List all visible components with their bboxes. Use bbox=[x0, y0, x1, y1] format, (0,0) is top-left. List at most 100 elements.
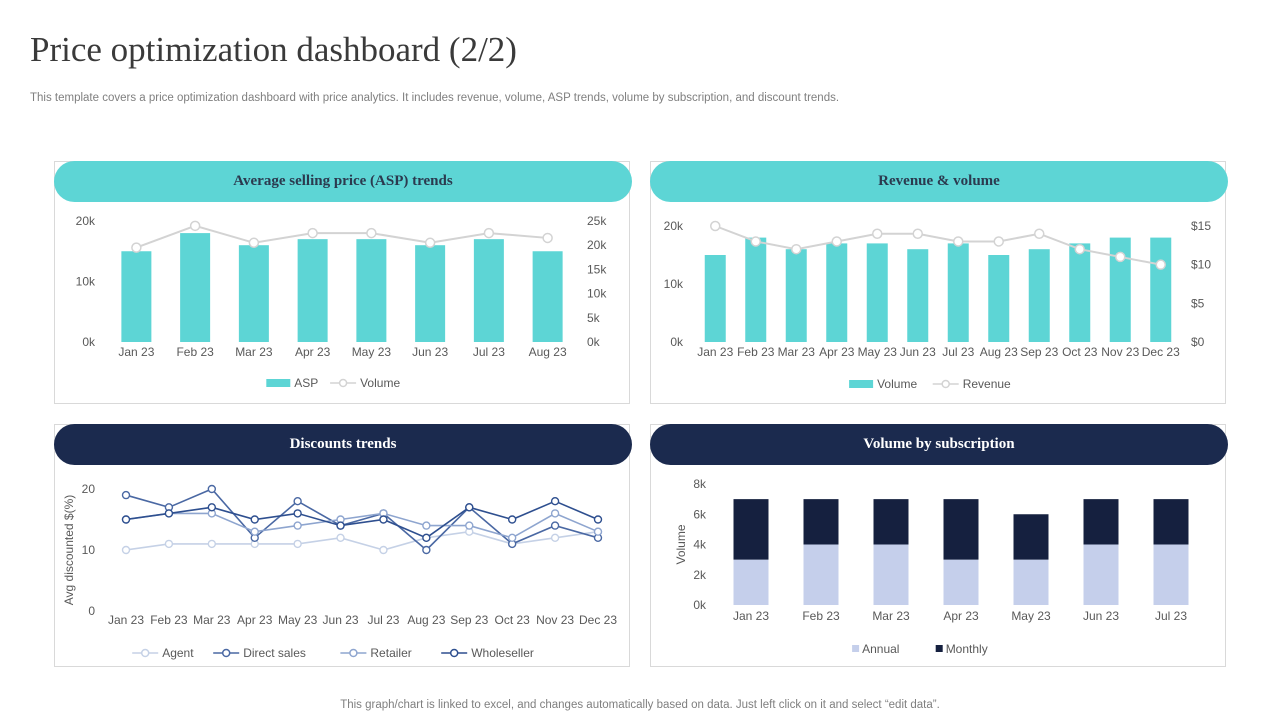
subscription-y-tick-left: 6k bbox=[693, 507, 707, 521]
revenue-volume-chart[interactable]: 0k 10k 20k $0 $5 $10 $15 Jan 23 Feb 23 Mar 23 Apr … bbox=[651, 204, 1225, 403]
discounts-x-tick-label: Feb 23 bbox=[150, 613, 188, 627]
revenue-bar bbox=[826, 243, 848, 342]
discounts-y-tick-left: 20 bbox=[82, 482, 96, 496]
revenue-point bbox=[1074, 243, 1085, 255]
volume-subscription-panel: Volume by subscription 0k 2k 4k 6k 8k Volume J… bbox=[650, 424, 1228, 667]
revenue-y-tick-right: $0 bbox=[1191, 335, 1205, 349]
revenue-y-tick-left: 0k bbox=[670, 335, 684, 349]
asp-bar bbox=[415, 245, 446, 342]
revenue-point bbox=[1034, 228, 1045, 239]
subscription-bar-annual bbox=[803, 544, 839, 605]
revenue-point bbox=[831, 236, 842, 247]
asp-x-tick-label: Apr 23 bbox=[295, 345, 331, 359]
asp-point bbox=[131, 242, 142, 253]
discounts-point-direct-sales bbox=[422, 545, 431, 555]
asp-point bbox=[366, 227, 377, 239]
revenue-volume-panel: Revenue & volume 0k 10k 20k $0 $5 $10 $15 Jan 2… bbox=[650, 161, 1228, 404]
revenue-volume-header: Revenue & volume bbox=[650, 161, 1228, 202]
asp-y-tick-left: 0k bbox=[82, 335, 96, 349]
asp-legend-asp-label: ASP bbox=[294, 376, 318, 390]
subscription-x-tick-label: Jan 23 bbox=[733, 609, 769, 623]
revenue-x-tick-label: May 23 bbox=[858, 345, 898, 359]
discounts-point-wholeseller bbox=[207, 503, 217, 512]
revenue-x-tick-label: Jul 23 bbox=[942, 345, 974, 359]
discounts-trends-chart[interactable]: 0 10 20 Avg discounted $(%) Jan 23 Feb 23 Mar … bbox=[55, 467, 629, 666]
discounts-legend-wholeseller-marker bbox=[449, 648, 459, 658]
subscription-bar-monthly bbox=[873, 499, 909, 545]
discounts-x-tick-label: Jun 23 bbox=[323, 613, 359, 627]
revenue-legend-volume-label: Volume bbox=[877, 377, 917, 391]
discounts-y-tick-left: 0 bbox=[88, 604, 95, 618]
asp-trends-panel: Average selling price (ASP) trends 0k 10k… bbox=[54, 161, 632, 404]
discounts-legend-retailer-marker bbox=[349, 648, 358, 658]
subscription-bar-annual bbox=[943, 559, 979, 605]
revenue-line-revenue bbox=[714, 225, 1161, 266]
revenue-legend-revenue-label: Revenue bbox=[963, 377, 1011, 391]
asp-x-tick-label: Jun 23 bbox=[412, 345, 448, 359]
discounts-point-wholeseller bbox=[593, 515, 603, 524]
asp-legend-volume-label: Volume bbox=[360, 376, 400, 390]
discounts-point-wholeseller bbox=[336, 521, 345, 530]
subscription-x-tick-label: Feb 23 bbox=[802, 609, 840, 623]
discounts-point-agent bbox=[550, 533, 560, 543]
asp-y-tick-right: 5k bbox=[587, 311, 601, 325]
discounts-trends-header: Discounts trends bbox=[54, 424, 632, 465]
discounts-point-wholeseller bbox=[507, 515, 517, 524]
discounts-point-wholeseller bbox=[250, 515, 259, 524]
revenue-x-tick-label: Jun 23 bbox=[900, 345, 936, 359]
discounts-y-axis-label: Avg discounted $(%) bbox=[62, 495, 76, 606]
revenue-x-tick-label: Sep 23 bbox=[1020, 345, 1058, 359]
volume-subscription-chart[interactable]: 0k 2k 4k 6k 8k Volume Jan 23 Feb 23 Mar 23 Apr 23… bbox=[651, 467, 1225, 666]
discounts-point-wholeseller bbox=[121, 515, 131, 524]
revenue-bar bbox=[866, 243, 888, 342]
revenue-point bbox=[791, 243, 802, 255]
discounts-x-tick-label: Aug 23 bbox=[407, 613, 445, 627]
revenue-y-tick-left: 10k bbox=[664, 277, 684, 291]
discounts-x-tick-label: Mar 23 bbox=[193, 613, 231, 627]
discounts-line-wholeseller bbox=[125, 500, 599, 539]
asp-x-tick-label: Aug 23 bbox=[529, 345, 567, 359]
discounts-point-direct-sales bbox=[121, 490, 131, 500]
revenue-x-tick-label: Nov 23 bbox=[1101, 345, 1139, 359]
discounts-legend-wholeseller-label: Wholeseller bbox=[471, 646, 534, 660]
discounts-point-wholeseller bbox=[293, 509, 302, 518]
discounts-point-agent bbox=[207, 539, 217, 549]
subscription-bar-monthly bbox=[1013, 514, 1049, 560]
asp-point bbox=[542, 232, 553, 244]
subscription-bar-annual bbox=[733, 559, 769, 605]
asp-point bbox=[189, 220, 201, 232]
discounts-y-tick-left: 10 bbox=[82, 543, 96, 557]
discounts-point-retailer bbox=[250, 527, 259, 536]
subscription-x-tick-label: May 23 bbox=[1011, 609, 1051, 623]
discounts-trends-panel: Discounts trends 0 10 20 Avg discounted $(%… bbox=[54, 424, 632, 667]
discounts-x-tick-label: Jan 23 bbox=[108, 613, 144, 627]
asp-bar bbox=[121, 251, 152, 342]
subscription-bar-annual bbox=[873, 544, 909, 605]
subscription-bar-monthly bbox=[733, 499, 769, 560]
discounts-x-tick-label: Sep 23 bbox=[450, 613, 488, 627]
discounts-point-direct-sales bbox=[293, 497, 302, 506]
asp-y-tick-right: 10k bbox=[587, 287, 607, 301]
revenue-x-tick-label: Jan 23 bbox=[697, 345, 733, 359]
discounts-point-agent bbox=[121, 545, 131, 555]
revenue-x-tick-label: Dec 23 bbox=[1142, 345, 1180, 359]
page-subtitle: This template covers a price optimizatio… bbox=[30, 92, 840, 104]
discounts-point-retailer bbox=[550, 509, 560, 518]
revenue-point bbox=[912, 228, 923, 239]
discounts-x-tick-label: Nov 23 bbox=[536, 613, 574, 627]
asp-legend-volume-marker bbox=[338, 378, 348, 388]
revenue-point bbox=[750, 236, 761, 247]
asp-trends-chart[interactable]: 0k 10k 20k 0k 5k 10k 15k 20k 25k Jan 23 Feb 23 Mar … bbox=[55, 204, 629, 403]
discounts-legend-agent-label: Agent bbox=[162, 646, 194, 660]
revenue-x-tick-label: Oct 23 bbox=[1062, 345, 1098, 359]
revenue-legend-revenue-marker bbox=[941, 379, 950, 389]
discounts-point-retailer bbox=[593, 527, 603, 536]
discounts-point-agent bbox=[293, 539, 302, 549]
asp-bar bbox=[180, 233, 211, 342]
asp-x-tick-label: Jul 23 bbox=[473, 345, 505, 359]
asp-y-tick-left: 10k bbox=[76, 275, 96, 289]
discounts-legend-agent-marker bbox=[140, 648, 150, 658]
discounts-line-agent bbox=[125, 530, 599, 551]
asp-trends-header: Average selling price (ASP) trends bbox=[54, 161, 632, 202]
volume-subscription-header: Volume by subscription bbox=[650, 424, 1228, 465]
